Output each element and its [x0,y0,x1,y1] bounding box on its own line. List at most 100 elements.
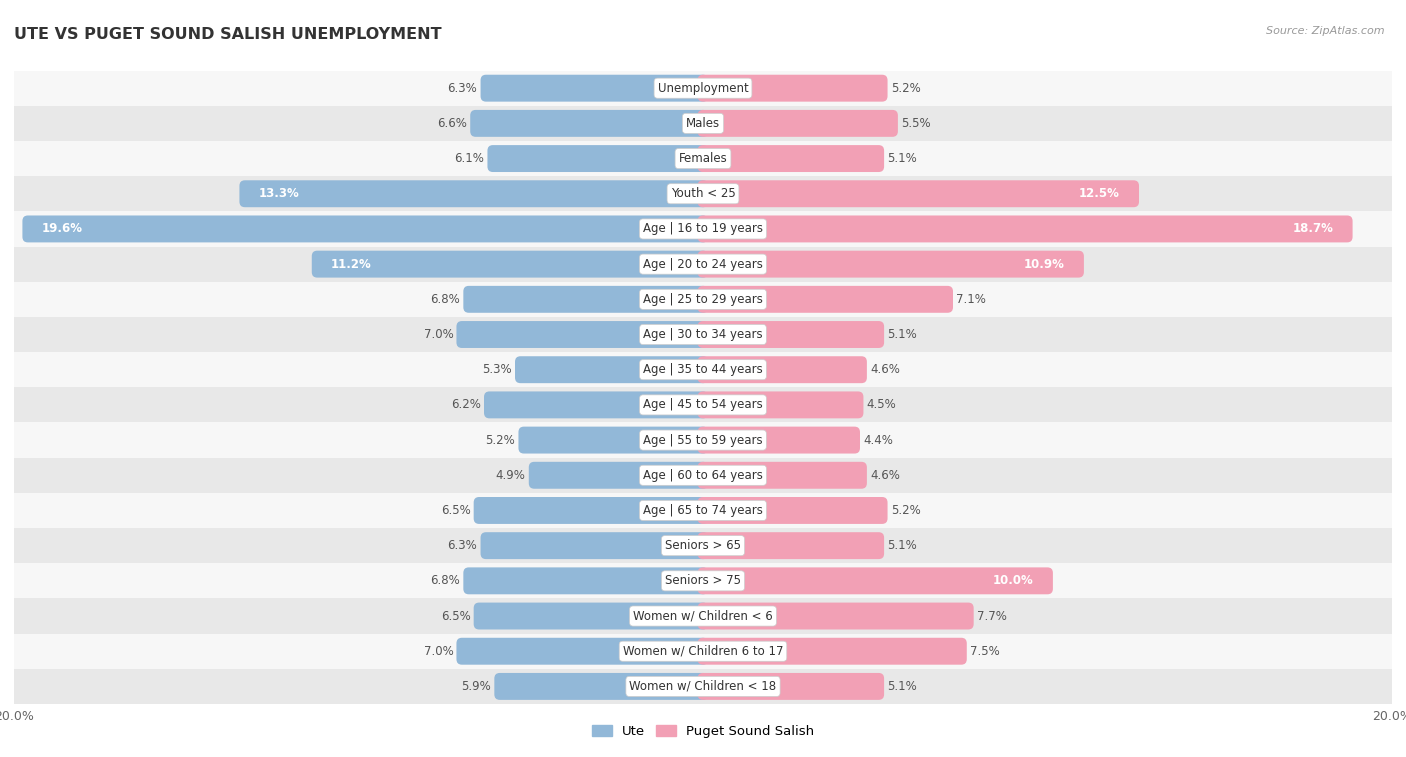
Text: Age | 60 to 64 years: Age | 60 to 64 years [643,469,763,481]
Text: Age | 45 to 54 years: Age | 45 to 54 years [643,398,763,411]
FancyBboxPatch shape [519,427,709,453]
Text: Age | 55 to 59 years: Age | 55 to 59 years [643,434,763,447]
Text: Seniors > 75: Seniors > 75 [665,575,741,587]
Text: 4.9%: 4.9% [496,469,526,481]
Text: Females: Females [679,152,727,165]
FancyBboxPatch shape [697,216,1353,242]
FancyBboxPatch shape [697,673,884,700]
FancyBboxPatch shape [697,603,974,630]
Bar [14,493,1392,528]
FancyBboxPatch shape [481,532,709,559]
FancyBboxPatch shape [697,391,863,419]
Text: 6.5%: 6.5% [440,504,471,517]
FancyBboxPatch shape [529,462,709,489]
FancyBboxPatch shape [697,568,1053,594]
FancyBboxPatch shape [474,603,709,630]
Text: Males: Males [686,117,720,130]
Text: 12.5%: 12.5% [1078,187,1119,201]
Bar [14,211,1392,247]
Text: 5.3%: 5.3% [482,363,512,376]
Text: UTE VS PUGET SOUND SALISH UNEMPLOYMENT: UTE VS PUGET SOUND SALISH UNEMPLOYMENT [14,27,441,42]
Text: Unemployment: Unemployment [658,82,748,95]
Text: 5.1%: 5.1% [887,539,917,552]
Bar [14,388,1392,422]
Text: Seniors > 65: Seniors > 65 [665,539,741,552]
FancyBboxPatch shape [457,637,709,665]
FancyBboxPatch shape [239,180,709,207]
FancyBboxPatch shape [697,427,860,453]
Text: 4.4%: 4.4% [863,434,893,447]
Text: 5.2%: 5.2% [485,434,515,447]
FancyBboxPatch shape [470,110,709,137]
FancyBboxPatch shape [697,145,884,172]
Text: Women w/ Children 6 to 17: Women w/ Children 6 to 17 [623,645,783,658]
Text: 6.1%: 6.1% [454,152,484,165]
FancyBboxPatch shape [697,110,898,137]
Text: 5.9%: 5.9% [461,680,491,693]
FancyBboxPatch shape [697,462,868,489]
Text: 5.1%: 5.1% [887,328,917,341]
Text: 5.2%: 5.2% [891,82,921,95]
Bar [14,70,1392,106]
Text: 19.6%: 19.6% [42,223,83,235]
FancyBboxPatch shape [484,391,709,419]
FancyBboxPatch shape [697,75,887,101]
Bar [14,352,1392,388]
Text: 18.7%: 18.7% [1292,223,1333,235]
Bar [14,599,1392,634]
FancyBboxPatch shape [22,216,709,242]
Text: 6.8%: 6.8% [430,293,460,306]
Text: 7.0%: 7.0% [423,645,453,658]
Text: 4.6%: 4.6% [870,469,900,481]
FancyBboxPatch shape [515,357,709,383]
Text: Women w/ Children < 18: Women w/ Children < 18 [630,680,776,693]
FancyBboxPatch shape [488,145,709,172]
Text: 5.5%: 5.5% [901,117,931,130]
Text: 4.5%: 4.5% [866,398,897,411]
Text: 6.5%: 6.5% [440,609,471,622]
Text: 7.5%: 7.5% [970,645,1000,658]
Text: Age | 16 to 19 years: Age | 16 to 19 years [643,223,763,235]
Bar [14,669,1392,704]
Text: 6.3%: 6.3% [447,539,478,552]
Bar [14,458,1392,493]
FancyBboxPatch shape [697,357,868,383]
Bar [14,422,1392,458]
Text: Source: ZipAtlas.com: Source: ZipAtlas.com [1267,26,1385,36]
Text: Age | 65 to 74 years: Age | 65 to 74 years [643,504,763,517]
Bar [14,141,1392,176]
Text: 6.8%: 6.8% [430,575,460,587]
Text: Age | 20 to 24 years: Age | 20 to 24 years [643,257,763,271]
Text: 5.1%: 5.1% [887,680,917,693]
Text: Age | 25 to 29 years: Age | 25 to 29 years [643,293,763,306]
FancyBboxPatch shape [697,532,884,559]
Text: Age | 30 to 34 years: Age | 30 to 34 years [643,328,763,341]
Text: 4.6%: 4.6% [870,363,900,376]
FancyBboxPatch shape [495,673,709,700]
FancyBboxPatch shape [697,497,887,524]
Bar [14,563,1392,599]
Text: 5.1%: 5.1% [887,152,917,165]
Text: 6.2%: 6.2% [451,398,481,411]
Text: Age | 35 to 44 years: Age | 35 to 44 years [643,363,763,376]
Text: 7.0%: 7.0% [423,328,453,341]
Text: 6.3%: 6.3% [447,82,478,95]
FancyBboxPatch shape [697,251,1084,278]
FancyBboxPatch shape [697,637,967,665]
FancyBboxPatch shape [697,321,884,348]
FancyBboxPatch shape [464,286,709,313]
FancyBboxPatch shape [697,286,953,313]
FancyBboxPatch shape [464,568,709,594]
FancyBboxPatch shape [474,497,709,524]
Bar [14,317,1392,352]
Text: 7.1%: 7.1% [956,293,986,306]
Legend: Ute, Puget Sound Salish: Ute, Puget Sound Salish [586,719,820,743]
Text: 10.0%: 10.0% [993,575,1033,587]
FancyBboxPatch shape [697,180,1139,207]
Text: 13.3%: 13.3% [259,187,299,201]
Bar [14,282,1392,317]
Text: 11.2%: 11.2% [330,257,371,271]
Bar [14,106,1392,141]
Bar [14,528,1392,563]
Text: 10.9%: 10.9% [1024,257,1064,271]
